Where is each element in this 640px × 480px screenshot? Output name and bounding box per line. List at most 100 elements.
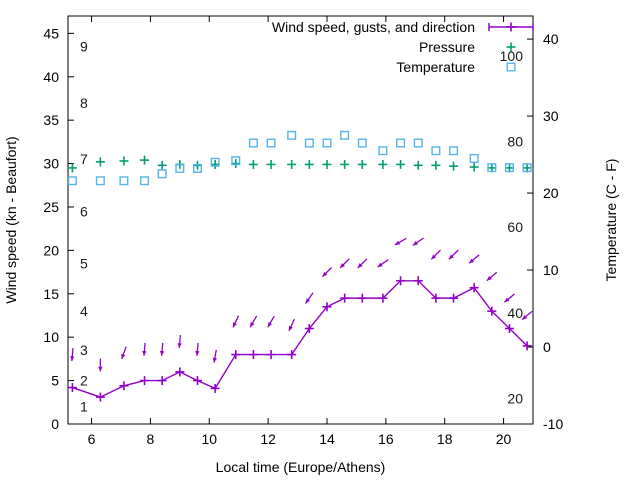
- fahrenheit-label: 80: [507, 133, 523, 149]
- wind-speed-line: [72, 280, 528, 398]
- temperature-point: [504, 163, 514, 173]
- beaufort-label: 8: [80, 95, 88, 111]
- beaufort-label: 5: [80, 255, 88, 271]
- fahrenheit-label: 100: [500, 48, 524, 64]
- beaufort-label: 3: [80, 342, 88, 358]
- wind-direction-arrow: [486, 271, 498, 282]
- y2-tick-label: 0: [543, 339, 551, 355]
- wind-direction-arrow: [159, 342, 165, 356]
- y2-axis-title: Temperature (C - F): [603, 159, 619, 282]
- y-tick-label: 10: [43, 329, 59, 345]
- temperature-point: [449, 146, 459, 156]
- temperature-point: [287, 130, 297, 140]
- temperature-point: [192, 163, 202, 173]
- fahrenheit-label: 20: [507, 391, 523, 407]
- beaufort-scale-labels: 1 2 3 4 5 6 7 8 9: [80, 38, 88, 414]
- temperature-point: [522, 163, 532, 173]
- wind-direction-arrow: [267, 315, 275, 328]
- series-temperature: [67, 130, 532, 186]
- temperature-point: [157, 169, 167, 179]
- y2-axis-ticks: -10 0 10 20 30 40: [527, 31, 563, 432]
- temperature-point: [431, 146, 441, 156]
- temperature-point: [322, 138, 332, 148]
- temperature-point: [378, 146, 388, 156]
- wind-direction-arrow: [394, 237, 407, 246]
- y-tick-label: 45: [43, 25, 59, 41]
- y-tick-label: 15: [43, 286, 59, 302]
- x-tick-label: 18: [437, 431, 453, 447]
- y-tick-label: 35: [43, 112, 59, 128]
- y2-tick-label: 40: [543, 31, 559, 47]
- temperature-point: [231, 156, 241, 166]
- temperature-point: [487, 163, 497, 173]
- x-tick-label: 6: [88, 431, 96, 447]
- x-axis-title: Local time (Europe/Athens): [216, 459, 386, 475]
- beaufort-label: 9: [80, 38, 88, 54]
- fahrenheit-scale-labels: 20 40 60 80 100: [500, 48, 524, 407]
- temperature-point: [304, 138, 314, 148]
- wind-direction-arrow: [430, 249, 441, 260]
- wind-direction-arrow: [232, 315, 240, 328]
- temperature-point: [413, 138, 423, 148]
- temperature-point: [340, 130, 350, 140]
- wind-direction-arrow: [412, 237, 424, 246]
- x-tick-label: 8: [147, 431, 155, 447]
- y-tick-label: 25: [43, 199, 59, 215]
- wind-direction-arrow: [305, 292, 314, 304]
- wind-direction-arrow: [448, 249, 459, 260]
- y-tick-label: 40: [43, 69, 59, 85]
- wind-direction-arrow: [98, 358, 103, 372]
- temperature-point: [248, 138, 258, 148]
- wind-direction-arrow: [357, 258, 368, 269]
- wind-direction-arrow: [321, 267, 333, 278]
- legend-label: Pressure: [419, 39, 475, 55]
- y-axis-title: Wind speed (kn - Beaufort): [3, 136, 19, 303]
- fahrenheit-label: 60: [507, 219, 523, 235]
- y-tick-label: 30: [43, 156, 59, 172]
- y-axis-ticks: 0 5 10 15 20 25 30 35 40 45: [43, 25, 74, 432]
- temperature-point: [396, 138, 406, 148]
- x-tick-label: 14: [319, 431, 335, 447]
- wind-direction-arrow: [177, 334, 182, 349]
- y-tick-label: 5: [51, 373, 59, 389]
- x-axis-ticks: 6 8 10 12 14 16 18 20: [88, 16, 512, 447]
- legend-label: Wind speed, gusts, and direction: [272, 19, 475, 35]
- temperature-point: [266, 138, 276, 148]
- temperature-point: [95, 176, 105, 186]
- wind-direction-arrow: [377, 259, 389, 268]
- temperature-point: [469, 153, 479, 163]
- beaufort-label: 1: [80, 399, 88, 415]
- x-tick-label: 16: [378, 431, 394, 447]
- temperature-point: [119, 176, 129, 186]
- wind-direction-arrow: [142, 342, 147, 356]
- beaufort-label: 4: [80, 303, 88, 319]
- beaufort-label: 2: [80, 373, 88, 389]
- y2-tick-label: -10: [543, 416, 563, 432]
- y-tick-label: 0: [51, 416, 59, 432]
- y2-tick-label: 30: [543, 108, 559, 124]
- fahrenheit-label: 40: [507, 305, 523, 321]
- temperature-point: [140, 176, 150, 186]
- temperature-point: [210, 157, 220, 167]
- legend-label: Temperature: [396, 59, 475, 75]
- chart-legend: Wind speed, gusts, and direction Pressure…: [272, 19, 534, 75]
- series-pressure: [67, 155, 532, 173]
- temperature-point: [67, 176, 77, 186]
- wind-direction-arrow: [121, 346, 127, 360]
- axis-titles: Local time (Europe/Athens) Wind speed (kn…: [3, 136, 619, 475]
- y2-tick-label: 20: [543, 185, 559, 201]
- y-tick-label: 20: [43, 242, 59, 258]
- wind-direction-arrow: [504, 293, 515, 303]
- wind-direction-arrow: [468, 254, 480, 264]
- y2-tick-label: 10: [543, 262, 559, 278]
- wind-direction-arrow: [195, 342, 200, 356]
- temperature-point: [357, 138, 367, 148]
- x-tick-label: 20: [496, 431, 512, 447]
- wind-direction-arrow: [339, 258, 350, 269]
- wind-direction-arrow: [70, 348, 75, 362]
- temperature-point: [175, 163, 185, 173]
- wind-direction-arrow: [288, 318, 296, 332]
- x-tick-label: 10: [201, 431, 217, 447]
